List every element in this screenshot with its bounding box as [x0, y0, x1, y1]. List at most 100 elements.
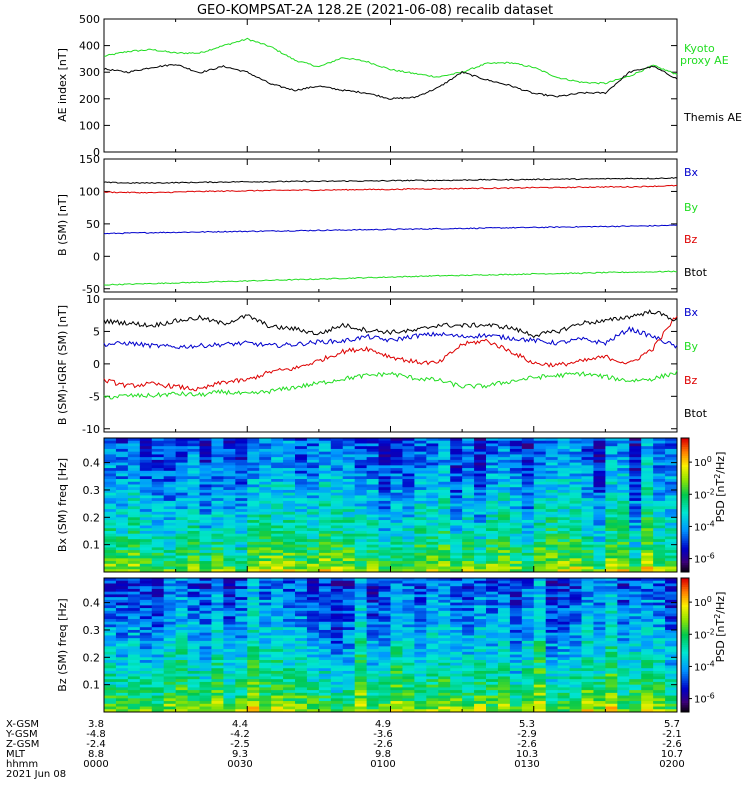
- spec-cell: [557, 536, 570, 540]
- spec-cell: [163, 462, 177, 466]
- spec-cell: [509, 676, 523, 680]
- spec-cell: [390, 594, 403, 598]
- spec-cell: [104, 665, 117, 669]
- spec-cell: [259, 597, 272, 601]
- spec-cell: [545, 643, 559, 647]
- spec-cell: [653, 646, 666, 650]
- spec-cell: [665, 608, 678, 612]
- spec-cell: [330, 544, 344, 548]
- spec-cell: [474, 479, 487, 483]
- spec-cell: [450, 706, 463, 710]
- spec-cell: [390, 578, 403, 582]
- spec-cell: [450, 646, 463, 650]
- spec-cell: [247, 468, 260, 472]
- spec-cell: [199, 624, 212, 628]
- spec-cell: [593, 580, 606, 584]
- spec-cell: [378, 676, 391, 680]
- spec-cell: [366, 555, 379, 559]
- spec-cell: [486, 654, 499, 658]
- spec-cell: [521, 446, 535, 450]
- spec-cell: [629, 608, 642, 612]
- spec-cell: [175, 462, 188, 466]
- panel-bz-spectrogram: 0.10.20.30.4 Bz (SM) freq [Hz] 10010-210…: [56, 577, 727, 713]
- spec-cell: [474, 533, 487, 537]
- spec-cell: [104, 670, 117, 675]
- spec-cell: [235, 701, 248, 705]
- spec-cell: [426, 616, 439, 620]
- spec-cell: [450, 621, 463, 625]
- spec-cell: [641, 695, 654, 699]
- spec-cell: [199, 459, 212, 464]
- spec-cell: [247, 597, 260, 601]
- spec-cell: [509, 681, 523, 686]
- spec-cell: [127, 706, 141, 710]
- spec-cell: [211, 440, 224, 444]
- spec-cell: [521, 511, 535, 515]
- spec-cell: [211, 602, 224, 606]
- colorbar-segment: [681, 563, 689, 566]
- spec-cell: [271, 610, 284, 614]
- spec-cell: [486, 555, 499, 559]
- spec-cell: [462, 503, 475, 507]
- spec-cell: [497, 608, 511, 612]
- spec-cell: [450, 457, 463, 461]
- spec-cell: [139, 517, 153, 521]
- spec-cell: [330, 657, 344, 661]
- spec-cell: [306, 616, 320, 620]
- spec-cell: [330, 684, 344, 688]
- spec-cell: [366, 500, 379, 505]
- spec-cell: [378, 528, 391, 532]
- series-bz: [103, 184, 678, 194]
- spec-cell: [271, 492, 284, 496]
- spec-cell: [259, 627, 272, 631]
- spec-cell: [497, 440, 511, 444]
- spec-cell: [104, 594, 117, 598]
- spec-cell: [533, 588, 547, 593]
- spec-cell: [402, 613, 415, 617]
- spec-cell: [151, 640, 165, 645]
- spec-cell: [462, 528, 475, 532]
- spec-cell: [283, 498, 296, 502]
- spec-cell: [163, 520, 177, 524]
- spec-cell: [306, 602, 320, 606]
- spec-cell: [199, 500, 212, 505]
- spec-cell: [247, 533, 260, 537]
- spec-cell: [605, 616, 618, 620]
- spec-cell: [509, 500, 523, 505]
- spec-cell: [653, 588, 666, 593]
- spec-cell: [223, 479, 236, 483]
- spec-cell: [653, 530, 666, 535]
- series-bx: [103, 224, 678, 235]
- spec-cell: [438, 701, 451, 705]
- spec-cell: [151, 632, 165, 636]
- spec-cell: [115, 544, 129, 548]
- spec-cell: [450, 605, 463, 609]
- spec-cell: [163, 687, 177, 691]
- spec-cell: [569, 536, 582, 540]
- spec-cell: [557, 465, 570, 469]
- spec-cell: [533, 487, 547, 491]
- spec-cell: [521, 530, 535, 535]
- spec-cell: [199, 520, 212, 524]
- spec-cell: [104, 451, 117, 455]
- spec-cell: [569, 530, 582, 535]
- spec-cell: [486, 539, 499, 543]
- spec-cell: [521, 624, 535, 628]
- spec-cell: [306, 594, 320, 598]
- spec-cell: [187, 457, 200, 461]
- spec-cell: [617, 703, 630, 707]
- spec-cell: [259, 586, 272, 590]
- spec-cell: [247, 514, 260, 518]
- spec-cell: [390, 624, 403, 628]
- spec-cell: [187, 657, 200, 661]
- spec-cell: [295, 470, 308, 474]
- spec-cell: [151, 569, 165, 573]
- spec-cell: [474, 495, 487, 499]
- spec-cell: [199, 541, 212, 546]
- spec-cell: [426, 643, 439, 647]
- spec-cell: [509, 662, 523, 666]
- spec-cell: [521, 662, 535, 666]
- spec-cell: [342, 566, 356, 570]
- spec-cell: [450, 583, 463, 587]
- spec-cell: [318, 670, 332, 675]
